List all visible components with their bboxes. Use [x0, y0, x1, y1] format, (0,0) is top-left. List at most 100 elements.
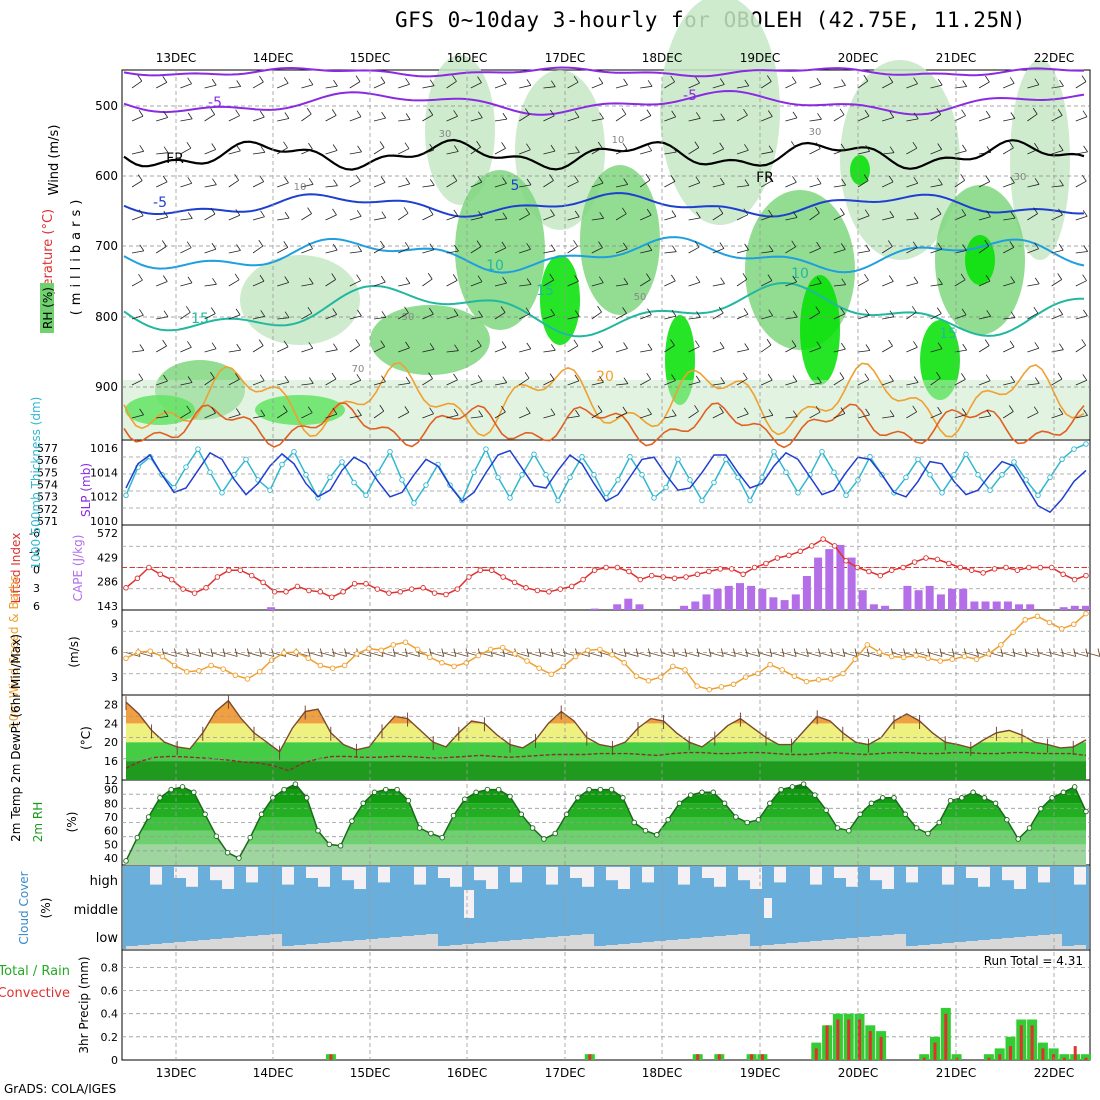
wind-barb-flag — [502, 212, 508, 219]
thickness-point — [627, 454, 633, 460]
rh-tick: 70 — [104, 811, 118, 824]
wind-barb — [688, 346, 700, 353]
wind-barb-flag — [744, 79, 750, 87]
wind-barb — [978, 181, 990, 188]
wind-barb — [494, 148, 506, 155]
rh-tick: 90 — [104, 784, 118, 797]
lifted-index-point — [1037, 564, 1044, 571]
wind-barb — [882, 181, 894, 188]
high-cloud-gap — [546, 867, 558, 885]
wind-barb-flag — [1059, 79, 1064, 87]
wind-barb — [204, 184, 217, 188]
cape-bar — [758, 588, 767, 610]
wind-barb-flag — [622, 406, 628, 414]
wind-barb-flag — [865, 344, 871, 351]
rh2m-point — [145, 814, 152, 820]
thickness-point — [783, 469, 789, 475]
thickness-tick: 576 — [37, 454, 58, 467]
low-cloud-fill — [354, 940, 366, 949]
wind-barb — [349, 379, 361, 386]
wind-speed-point — [341, 662, 348, 669]
wind-barb-flag — [888, 339, 893, 347]
thickness-point — [495, 474, 501, 481]
rh2m-point — [744, 819, 750, 826]
wind-barb-flag — [1033, 406, 1039, 413]
wind-barb — [1075, 180, 1087, 188]
lifted-index-point — [500, 574, 506, 580]
wind-barb-flag — [139, 309, 144, 316]
thickness-point — [771, 448, 777, 455]
lifted-index-point — [283, 589, 289, 595]
cloud-level-label: high — [90, 874, 118, 889]
wind-speed-point — [925, 655, 931, 662]
wind-barb — [906, 346, 918, 353]
wind-barb — [712, 412, 724, 419]
wind-barb-flag — [380, 275, 386, 283]
wind-barb — [519, 313, 531, 320]
wind-barb-flag — [211, 78, 217, 86]
rh-fill-region — [370, 305, 490, 375]
wind-barb — [277, 118, 289, 122]
rh2m-point — [1083, 808, 1089, 815]
wind-barb-flag — [986, 409, 992, 417]
rh2m-point — [575, 795, 581, 801]
wind10m-barb — [526, 652, 542, 657]
wind-barb — [422, 249, 435, 254]
wind-barb — [688, 182, 700, 188]
high-cloud-gap — [942, 867, 954, 885]
low-cloud-fill — [810, 941, 822, 949]
wind-barb-flag — [816, 241, 821, 249]
wind-barb — [301, 248, 313, 254]
wind-barb-flag — [429, 407, 434, 414]
rh2m-point — [292, 781, 299, 787]
wind-barb-flag — [1009, 340, 1015, 348]
wind-barb — [519, 213, 530, 221]
wind-barb — [1075, 415, 1088, 419]
rh2m-point — [767, 800, 773, 807]
wind-barb — [131, 150, 144, 155]
low-cloud-fill — [822, 940, 834, 949]
wind-barb — [688, 381, 701, 386]
wind10m-barb — [818, 652, 833, 657]
wind-barb — [591, 282, 604, 287]
low-cloud-fill — [594, 946, 606, 949]
wind10m-barb — [308, 652, 323, 657]
wind-barb-flag — [259, 374, 265, 381]
wind-speed-point — [645, 677, 652, 684]
wind-barb — [809, 312, 821, 320]
wind-barb-flag — [453, 408, 459, 416]
rh2m-point — [879, 795, 886, 801]
cape-bar — [970, 601, 979, 610]
wind-barb-flag — [960, 273, 966, 281]
wind-barb-flag — [840, 208, 845, 215]
wind-barb — [809, 212, 820, 221]
cape-tick: 286 — [97, 576, 118, 589]
wind-barb — [591, 217, 604, 221]
date-label-bottom: 21DEC — [936, 1066, 976, 1080]
wind-barb-flag — [379, 141, 385, 148]
wind-speed-point — [755, 670, 761, 677]
wind-barb — [277, 346, 289, 353]
high-cloud-gap — [966, 867, 978, 878]
wind-barb — [301, 113, 312, 122]
wind-barb-flag — [622, 242, 628, 250]
wind-barb-flag — [792, 211, 798, 218]
wind-speed-point — [973, 656, 980, 662]
date-label-bottom: 17DEC — [545, 1066, 585, 1080]
wind-barb — [567, 181, 579, 188]
wind-barb — [228, 349, 241, 353]
wind-barb — [567, 81, 579, 89]
wind-speed-point — [208, 662, 214, 669]
wind10m-barb — [162, 652, 177, 657]
wind-barb-flag — [719, 406, 724, 413]
lifted-index-point — [991, 566, 998, 572]
high-cloud-gap — [210, 867, 222, 881]
wind-barb — [518, 377, 530, 386]
date-label-bottom: 22DEC — [1034, 1066, 1074, 1080]
lifted-index-point — [397, 589, 404, 595]
wind-barb — [761, 315, 773, 320]
wind-barb — [688, 82, 700, 89]
wind-barb-flag — [331, 372, 337, 380]
wind-barb — [664, 415, 677, 419]
